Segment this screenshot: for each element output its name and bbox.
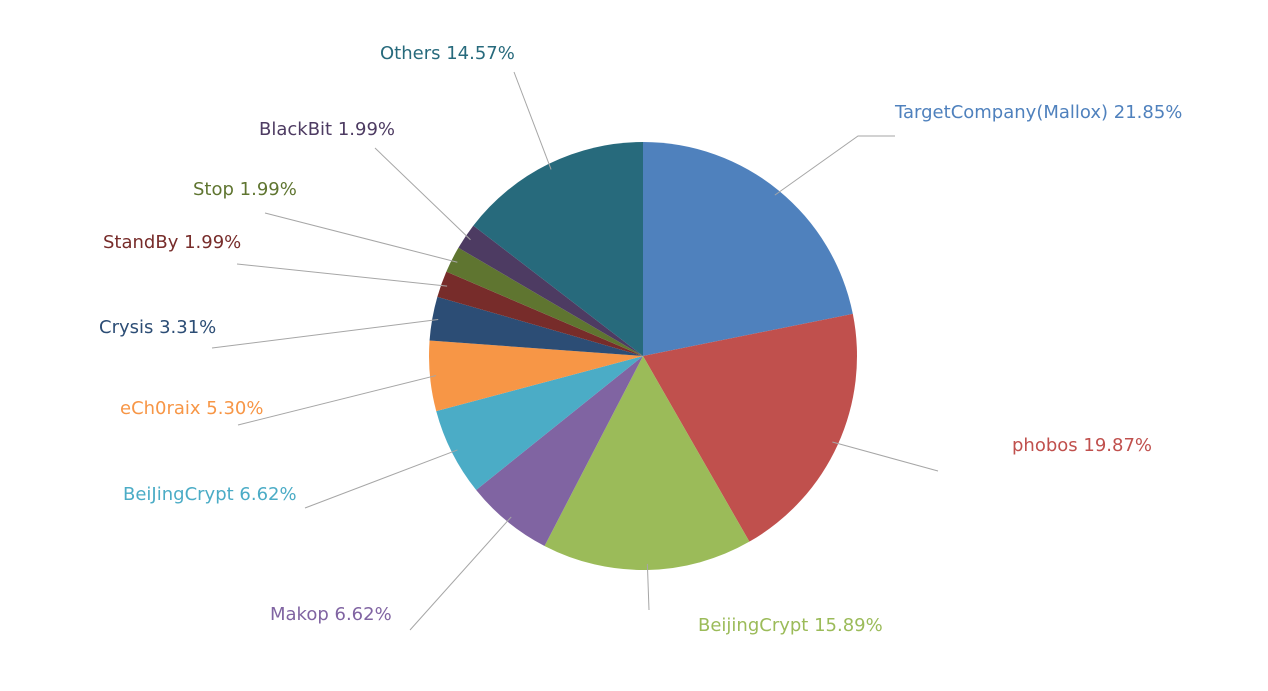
pie-slice-makop <box>476 356 643 546</box>
data-label: Makop 6.62% <box>270 604 392 625</box>
pie-slice-targetcompany-mallox <box>643 142 853 356</box>
data-label: Crysis 3.31% <box>99 317 216 338</box>
pie-slice-crysis <box>429 296 643 356</box>
pie-slice-phobos <box>643 313 857 542</box>
leader-line <box>236 263 448 287</box>
data-label: BeiJingCrypt 6.62% <box>123 484 297 505</box>
pie-slice-stop <box>446 247 643 356</box>
data-label: phobos 19.87% <box>1012 435 1152 456</box>
pie-slice-others <box>473 142 643 356</box>
data-label: TargetCompany(Mallox) 21.85% <box>894 102 1182 123</box>
leader-line <box>211 319 439 349</box>
pie-slice-standby <box>437 271 643 356</box>
leader-line <box>304 449 458 509</box>
data-label: Others 14.57% <box>380 43 515 64</box>
leader-line <box>264 212 458 263</box>
leader-line <box>513 71 552 170</box>
data-label: BeijingCrypt 15.89% <box>698 615 883 636</box>
leader-line <box>774 135 895 196</box>
leader-line <box>374 147 471 241</box>
leader-line <box>832 441 939 472</box>
data-label: Stop 1.99% <box>193 179 297 200</box>
leader-line <box>409 516 512 631</box>
pie-slice-ech0raix <box>429 340 643 412</box>
pie-slice-blackbit <box>458 225 643 356</box>
leader-line <box>237 375 437 426</box>
data-label: StandBy 1.99% <box>103 232 241 253</box>
pie-slice-beijingcrypt <box>544 356 750 570</box>
data-label: BlackBit 1.99% <box>259 119 395 140</box>
data-label: eCh0raix 5.30% <box>120 398 264 419</box>
leader-line <box>646 563 650 611</box>
pie-slice-beijingcrypt <box>436 356 643 491</box>
